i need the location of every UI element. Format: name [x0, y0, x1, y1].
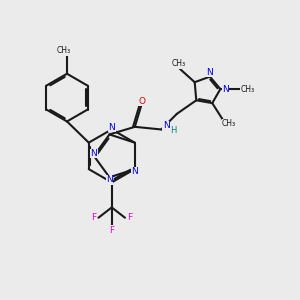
Text: CH₃: CH₃	[171, 59, 186, 68]
Text: H: H	[170, 126, 177, 135]
Text: N: N	[163, 122, 169, 130]
Text: F: F	[109, 226, 114, 235]
Text: CH₃: CH₃	[240, 85, 254, 94]
Text: O: O	[139, 97, 146, 106]
Text: F: F	[92, 213, 97, 222]
Text: N: N	[206, 68, 213, 77]
Text: N: N	[131, 167, 138, 176]
Text: CH₃: CH₃	[222, 119, 236, 128]
Text: N: N	[106, 175, 113, 184]
Text: N: N	[91, 149, 97, 158]
Text: F: F	[127, 213, 132, 222]
Text: N: N	[108, 122, 115, 131]
Text: CH₃: CH₃	[57, 46, 71, 55]
Text: N: N	[222, 85, 229, 94]
